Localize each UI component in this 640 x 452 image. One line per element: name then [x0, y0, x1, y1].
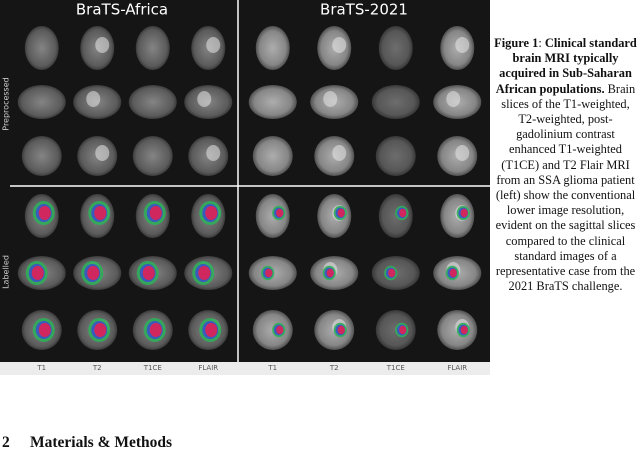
label-core — [337, 325, 345, 335]
brain-slice — [135, 26, 170, 70]
label-core — [337, 208, 345, 218]
tumor-region — [332, 37, 347, 53]
column-label: T1CE — [143, 364, 162, 372]
tumor-region — [197, 91, 212, 107]
tumor-region — [455, 37, 470, 53]
label-core — [276, 325, 284, 335]
label-core — [399, 325, 407, 335]
figure-background — [0, 0, 490, 362]
brain-slice — [375, 136, 416, 176]
caption-separator: : — [538, 36, 542, 50]
label-core — [205, 206, 218, 220]
label-core — [205, 323, 218, 337]
section-heading: 2 Materials & Methods — [2, 434, 172, 452]
column-label: T2 — [92, 364, 102, 372]
caption-text: Brain slices of the T1-weighted, T2-weig… — [495, 81, 636, 294]
label-core — [198, 266, 211, 280]
label-core — [31, 266, 44, 280]
tumor-region — [206, 145, 221, 161]
tumor-region — [455, 145, 470, 161]
brain-slice — [17, 85, 66, 119]
label-core — [38, 323, 51, 337]
brain-slice — [255, 26, 290, 70]
label-core — [142, 266, 155, 280]
label-strip — [0, 362, 490, 375]
label-core — [326, 268, 334, 278]
label-core — [460, 208, 468, 218]
figure: BraTS-Africa BraTS-2021 Preprocessed Lab… — [0, 0, 490, 375]
column-label: T1 — [36, 364, 46, 372]
tumor-region — [323, 91, 338, 107]
label-core — [38, 206, 51, 220]
caption-title: Clinical standard brain MRI typically ac… — [495, 36, 637, 96]
brain-slice — [371, 85, 420, 119]
tumor-region — [206, 37, 221, 53]
tumor-region — [332, 145, 347, 161]
brain-slice — [21, 136, 62, 176]
brain-slice — [248, 85, 297, 119]
brain-slice — [255, 194, 290, 238]
label-core — [276, 208, 284, 218]
caption-label: Figure 1 — [494, 36, 539, 50]
brain-slice — [128, 85, 177, 119]
label-core — [94, 206, 107, 220]
label-core — [449, 268, 457, 278]
column-label: FLAIR — [198, 364, 218, 372]
tumor-region — [95, 145, 110, 161]
label-core — [149, 323, 162, 337]
panel-title: BraTS-Africa — [76, 1, 168, 19]
column-label: T1CE — [386, 364, 405, 372]
column-label: FLAIR — [447, 364, 467, 372]
column-label: T1 — [267, 364, 277, 372]
column-label: T2 — [329, 364, 339, 372]
label-core — [388, 268, 396, 278]
tumor-region — [446, 91, 461, 107]
label-core — [399, 208, 407, 218]
row-label: Labelled — [2, 255, 11, 289]
figure-caption: Figure 1: Clinical standard brain MRI ty… — [494, 36, 637, 294]
label-core — [149, 206, 162, 220]
label-core — [265, 268, 273, 278]
brain-slice — [24, 26, 59, 70]
label-core — [460, 325, 468, 335]
brain-slice — [378, 194, 413, 238]
tumor-region — [95, 37, 110, 53]
section-number: 2 — [2, 434, 10, 451]
panel-title: BraTS-2021 — [320, 1, 408, 19]
brain-slice — [252, 136, 293, 176]
brain-slice — [378, 26, 413, 70]
label-core — [94, 323, 107, 337]
brain-slice — [132, 136, 173, 176]
row-label: Preprocessed — [2, 77, 11, 130]
section-title: Materials & Methods — [30, 434, 173, 451]
label-core — [87, 266, 100, 280]
tumor-region — [86, 91, 101, 107]
